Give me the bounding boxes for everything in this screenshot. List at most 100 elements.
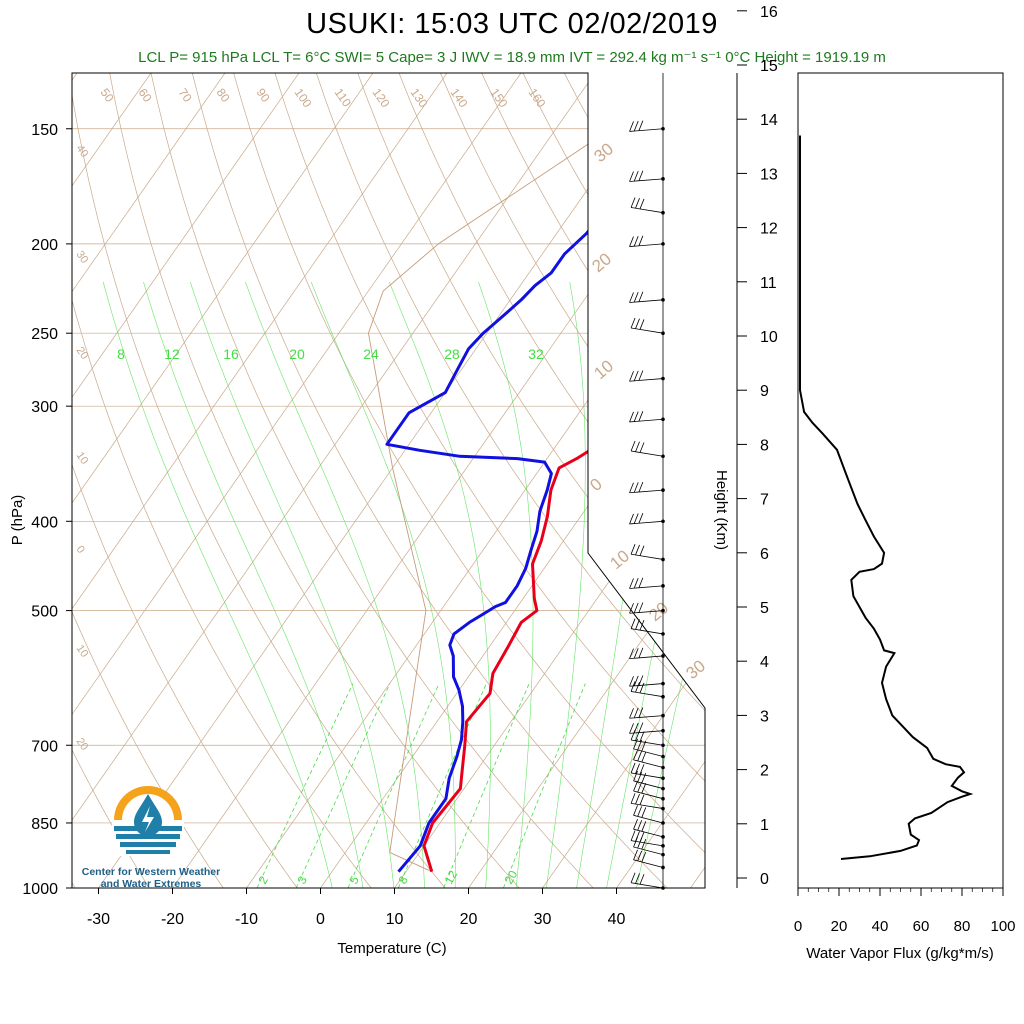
wind-barb-shaft: [633, 759, 664, 768]
chart-subtitle: LCL P= 915 hPa LCL T= 6°C SWI= 5 Cape= 3…: [138, 49, 886, 66]
isotherm-label: 10: [74, 643, 91, 660]
wind-barb-feather: [635, 763, 640, 774]
isotherm-line: [84, 73, 705, 888]
wind-barb-feather: [633, 513, 639, 524]
pressure-tick-label: 700: [31, 738, 58, 755]
wind-barb-feather: [639, 831, 645, 843]
dry-adiabat-line: [645, 73, 705, 888]
wind-barb-shaft: [629, 489, 664, 494]
mixing-ratio-label: 20: [289, 346, 305, 362]
dry-adiabat-line: [162, 73, 688, 888]
mixing-ratio-label: 12: [441, 868, 460, 887]
wind-barb-feather: [629, 578, 634, 589]
wind-barb-feather: [633, 482, 639, 493]
isotherm-label: 20: [74, 736, 91, 753]
wind-barb-feather: [639, 874, 645, 885]
wind-barb-shaft: [629, 520, 664, 525]
pressure-tick-label: 250: [31, 326, 58, 343]
isotherm-line: [72, 73, 626, 888]
wind-barb-feather: [630, 793, 636, 804]
wind-barb-shaft: [633, 828, 664, 838]
flux-tick-label: 0: [794, 918, 802, 935]
isotherm-line: [676, 73, 705, 888]
wind-barb-feather: [639, 731, 645, 742]
dry-adiabat-line: [422, 73, 705, 888]
wind-barb-shaft: [633, 780, 664, 789]
dry-adiabat-label: 120: [370, 86, 393, 111]
wind-barb-feather: [629, 648, 634, 659]
wind-barb-feather: [635, 619, 640, 630]
wind-barb-feather: [638, 675, 644, 686]
mixing-ratio-line: [295, 683, 391, 888]
temperature-tick-label: 10: [386, 911, 404, 928]
wind-barb-feather: [630, 762, 636, 774]
isotherm-label: 40: [74, 143, 91, 160]
dry-adiabat-line: [72, 73, 312, 888]
wind-barb-feather: [635, 873, 640, 884]
wind-barb-feather: [629, 723, 634, 734]
isotherm-label: 30: [74, 249, 91, 266]
height-tick-label: 16: [760, 4, 778, 21]
wind-barb-shaft: [630, 739, 664, 746]
isotherm-line: [306, 73, 705, 888]
wind-barb-shaft: [629, 730, 664, 734]
wind-barb-feather: [630, 618, 636, 629]
wind-barb-feather: [637, 806, 643, 817]
isotherm-line: [528, 73, 705, 888]
moist-adiabat-line: [245, 281, 426, 888]
wind-barb-feather: [629, 708, 634, 719]
dry-adiabat-line: [88, 73, 537, 888]
height-tick-label: 6: [760, 546, 769, 563]
mixing-ratio-label: 16: [223, 346, 239, 362]
temperature-label: 20: [588, 249, 615, 276]
isotherm-line: [72, 73, 700, 888]
height-tick-label: 4: [760, 654, 769, 671]
height-axis-label: Height (Km): [713, 470, 730, 550]
temperature-tick-label: 30: [534, 911, 552, 928]
temperature-label: 10: [590, 356, 617, 383]
moist-adiabat-line: [543, 281, 586, 888]
chart-title: USUKI: 15:03 UTC 02/02/2019: [306, 8, 718, 40]
flux-tick-label: 60: [913, 918, 930, 935]
dry-adiabat-line: [72, 73, 387, 888]
wind-barb-shaft: [633, 814, 664, 824]
wind-barb-shaft: [633, 846, 664, 856]
height-tick-label: 3: [760, 708, 769, 725]
temperature-label: 30: [682, 656, 709, 683]
moist-adiabat-line: [310, 281, 456, 888]
wind-barb-feather: [639, 620, 645, 631]
height-tick-label: 11: [760, 275, 777, 292]
isotherm-line: [72, 73, 256, 888]
wind-barb-feather: [639, 794, 645, 805]
wind-barb-shaft: [629, 585, 664, 589]
mixing-ratio-line: [256, 683, 354, 888]
wind-barb-feather: [635, 198, 640, 209]
wind-barb-feather: [635, 318, 640, 329]
dry-adiabat-line: [460, 73, 705, 888]
temperature-tick-label: 0: [316, 911, 325, 928]
pressure-tick-label: 1000: [22, 881, 58, 898]
wind-barb-feather: [639, 764, 645, 775]
wind-barb-feather: [633, 738, 638, 750]
wind-barb-feather: [641, 772, 647, 784]
wind-barb-shaft: [629, 418, 664, 423]
flux-tick-label: 100: [990, 918, 1015, 935]
dry-adiabat-label: 130: [408, 86, 431, 111]
cw3e-logo: Center for Western Weather and Water Ext…: [66, 782, 236, 892]
wind-barb-shaft: [630, 553, 664, 560]
height-tick-label: 2: [760, 763, 769, 780]
water-drop-logo-icon: [112, 786, 184, 856]
moist-adiabat-line: [143, 281, 367, 888]
isotherm-line: [72, 73, 552, 888]
dry-adiabat-line: [237, 73, 705, 888]
wind-barb-feather: [630, 830, 636, 841]
wind-barb-shaft: [633, 790, 664, 800]
wind-barb-shaft: [630, 840, 664, 847]
flux-tick-label: 40: [872, 918, 889, 935]
height-tick-label: 12: [760, 221, 778, 238]
height-tick-label: 0: [760, 871, 769, 888]
wind-barb-feather: [638, 707, 644, 718]
isotherm-line: [72, 73, 478, 888]
pressure-tick-label: 150: [31, 122, 58, 139]
height-tick-label: 1: [760, 817, 769, 834]
